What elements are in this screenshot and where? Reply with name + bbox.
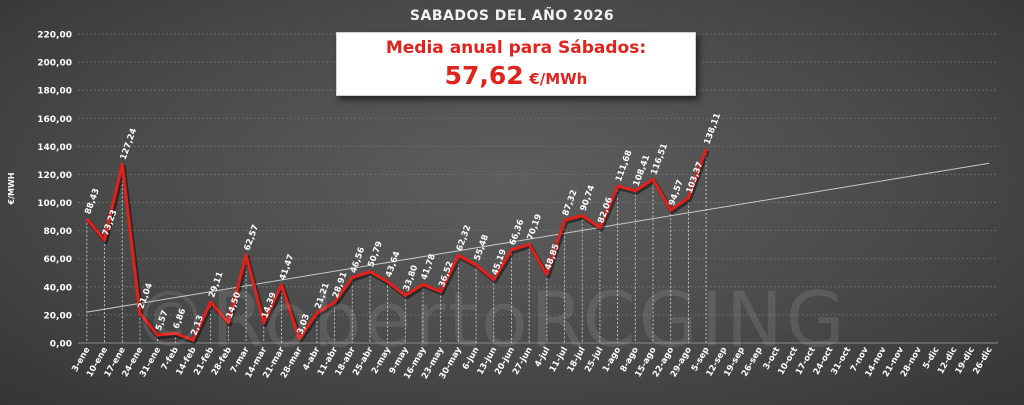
y-tick-label: 60,00: [44, 255, 72, 265]
y-tick-label: 200,00: [37, 59, 72, 69]
y-tick-label: 40,00: [44, 283, 72, 293]
y-tick-label: 20,00: [44, 311, 72, 321]
y-axis-title: €/MWH: [7, 173, 16, 206]
watermark: ©RobertoRCGING: [132, 275, 848, 364]
y-tick-label: 180,00: [37, 87, 72, 97]
data-label: 127,24: [119, 127, 140, 161]
annual-average-value-line: 57,62 €/MWh: [337, 61, 695, 90]
data-label: 116,51: [649, 142, 670, 176]
y-tick-label: 220,00: [37, 31, 72, 41]
series-line: [85, 148, 708, 342]
chart-title: SABADOS DEL AÑO 2026: [409, 8, 615, 24]
annual-average-label: Media anual para Sábados:: [385, 38, 647, 58]
data-label: 138,11: [702, 112, 723, 146]
data-label: 66,36: [508, 218, 527, 247]
y-tick-label: 120,00: [37, 171, 72, 181]
data-label: 48,85: [543, 243, 562, 272]
data-label: 111,68: [614, 149, 635, 183]
data-label: 50,79: [366, 240, 385, 269]
data-label: 46,56: [349, 246, 368, 275]
data-label: 103,37: [685, 161, 706, 195]
data-label: 62,32: [455, 224, 474, 253]
data-label: 87,32: [561, 189, 580, 218]
data-label: 90,74: [579, 184, 598, 213]
data-label: 82,06: [596, 196, 615, 225]
data-label: 62,57: [242, 223, 261, 252]
annual-average-unit: €/MWh: [529, 70, 588, 88]
y-tick-label: 100,00: [37, 199, 72, 209]
annual-average-value: 57,62: [444, 61, 524, 90]
data-label: 88,43: [83, 187, 102, 216]
annual-average-box: Media anual para Sábados: 57,62 €/MWh: [336, 32, 696, 96]
data-label: 73,23: [101, 208, 120, 237]
y-tick-label: 0,00: [50, 340, 72, 350]
y-tick-label: 80,00: [44, 227, 72, 237]
y-tick-label: 160,00: [37, 115, 72, 125]
y-tick-label: 140,00: [37, 143, 72, 153]
